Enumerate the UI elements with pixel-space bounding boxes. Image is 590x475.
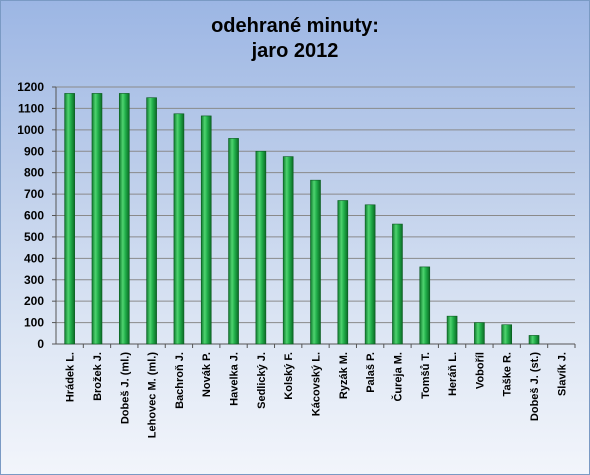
bar [173,113,185,345]
y-tick-label: 1000 [17,123,44,137]
x-tick-label: Tomšů T. [420,352,432,399]
bar [200,115,212,345]
bar [282,156,294,345]
x-tick-label: Heráň L. [447,352,459,396]
bar [528,335,540,345]
y-tick-label: 1100 [18,101,44,115]
x-tick-label: Čureja M. [391,352,404,402]
x-tick-label: Havelka J. [229,352,241,406]
y-tick-label: 0 [37,337,44,351]
x-tick-label: Novák P. [201,352,213,397]
x-tick-label: Kolský F. [283,352,295,400]
x-tick-label: Ryzák M. [338,352,350,399]
x-tick-label: Hrádek L. [65,352,77,402]
bar [255,150,267,345]
chart-title: odehrané minuty: jaro 2012 [0,14,590,64]
bars [64,93,540,345]
bar [419,266,431,345]
bar [91,93,103,345]
bar [446,315,458,345]
bar [146,97,157,345]
y-tick-label: 400 [24,251,44,265]
y-tick-label: 500 [24,230,44,244]
chart-title-line2: jaro 2012 [251,40,339,62]
x-tick-label: Slavík J. [556,352,568,396]
axes [52,86,576,348]
x-tick-label: Dobeš J. (st.) [529,352,541,421]
y-tick-label: 200 [24,294,44,308]
bar [118,93,130,345]
y-tick-label: 600 [24,209,44,223]
bar [310,179,321,345]
y-tick-label: 900 [24,144,44,158]
y-tick-label: 1200 [17,80,44,94]
y-tick-label: 100 [24,316,44,330]
x-tick-label: Brožek J. [92,352,104,401]
bar [392,223,403,345]
x-tick-label: Voboříl [474,352,486,389]
x-tick-label: Kácovský L. [311,352,323,416]
x-tick-label: Dobeš J. (ml.) [119,352,131,424]
bar [364,204,376,345]
x-tick-label: Lehovec M. (ml.) [147,352,159,439]
chart-title-line1: odehrané minuty: [211,15,379,37]
bar [64,93,75,345]
y-tick-label: 800 [24,166,44,180]
x-tick-labels: Hrádek L. Brožek J. Dobeš J. (ml.) Lehovec … [65,352,569,439]
y-tick-label: 300 [24,273,44,287]
x-tick-label: Taške R. [502,352,514,396]
y-tick-labels: 0 100 200 300 400 500 600 700 800 900 1000 1100 1200 [17,80,44,351]
bar [474,322,485,345]
bar [501,324,513,345]
x-tick-label: Bachroň J. [174,352,186,409]
bar [228,138,239,345]
bar [337,200,349,345]
x-tick-label: Sedlický J. [256,352,268,409]
x-tick-label: Palaš P. [365,352,377,393]
y-tick-label: 700 [24,187,44,201]
